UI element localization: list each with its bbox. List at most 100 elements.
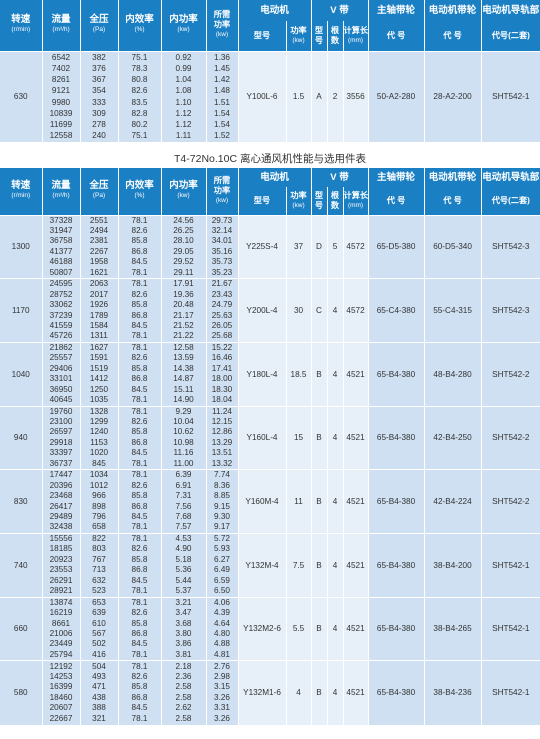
belt-count-cell: 4 [327, 405, 344, 470]
efficiency-value: 82.6 [131, 353, 148, 363]
inner-power-value: 2.62 [175, 703, 192, 713]
header-motor-model: 型号 [238, 21, 287, 51]
belt-type-cell: B [311, 469, 328, 534]
speed-group-row: 1040 21862 25557 29406 33101 36950 40645 1627 15… [0, 341, 540, 407]
inner-power-value: 2.58 [175, 682, 192, 692]
efficiency-column: 75.1 78.3 80.8 82.6 83.5 82.8 80.2 75.1 [118, 50, 162, 142]
inner-power-value: 20.48 [173, 300, 194, 310]
flow-value: 23553 [49, 565, 73, 575]
required-power-value: 13.29 [211, 437, 233, 447]
inner-power-value: 2.58 [175, 692, 192, 702]
belt-length-cell: 4521 [343, 469, 369, 534]
efficiency-value: 85.8 [131, 491, 148, 501]
flow-column: 17447 20396 23468 26417 29489 32438 [42, 469, 81, 534]
required-power-value: 4.64 [214, 618, 230, 628]
flow-value: 24595 [49, 279, 73, 289]
required-power-value: 3.31 [214, 703, 230, 713]
pressure-value: 1020 [89, 448, 109, 458]
header-main-pulley: 主轴带轮 [368, 0, 425, 21]
required-power-value: 4.80 [214, 628, 230, 638]
required-power-value: 18.04 [211, 395, 233, 405]
efficiency-column: 78.1 82.6 85.8 86.8 84.5 78.1 [118, 596, 162, 661]
pressure-value: 438 [92, 692, 106, 702]
header-belt-length: 计算长 (mm) [343, 21, 369, 51]
efficiency-value: 78.3 [131, 63, 148, 73]
pressure-column: 653 639 610 567 502 416 [80, 596, 119, 661]
pressure-value: 278 [92, 119, 106, 129]
required-power-value: 1.52 [214, 131, 230, 141]
required-power-value: 2.76 [214, 661, 230, 671]
flow-value: 8661 [51, 618, 71, 628]
inner-power-value: 5.44 [175, 575, 192, 585]
belt-length-cell: 4521 [343, 341, 369, 407]
pressure-value: 354 [92, 86, 106, 96]
pressure-value: 1250 [89, 384, 109, 394]
required-power-column: 1.36 1.45 1.42 1.48 1.51 1.54 1.54 1.52 [206, 50, 239, 142]
efficiency-value: 78.1 [131, 713, 148, 723]
pressure-value: 1328 [89, 406, 109, 416]
inner-power-value: 1.04 [175, 75, 192, 85]
header-main-pulley: 主轴带轮 [368, 168, 425, 187]
flow-value: 11699 [49, 119, 73, 129]
required-power-value: 2.98 [214, 672, 230, 682]
required-power-column: 21.67 23.43 24.79 25.63 26.05 25.68 [206, 278, 239, 343]
inner-power-value: 5.18 [175, 554, 192, 564]
inner-power-value: 21.52 [173, 320, 194, 330]
header-motor-model: 型号 [238, 187, 287, 215]
inner-power-value: 26.25 [173, 225, 194, 235]
flow-value: 45726 [49, 331, 73, 341]
motor-model-cell: Y132M2-6 [238, 596, 287, 661]
motor-model-cell: Y160M-4 [238, 469, 287, 534]
inner-power-value: 3.81 [175, 649, 192, 659]
required-power-value: 13.32 [211, 458, 233, 468]
speed-cell: 660 [0, 596, 43, 661]
pressure-value: 2551 [89, 215, 109, 225]
required-power-value: 1.36 [214, 52, 230, 62]
header-vbelt: V 带 [311, 168, 369, 187]
inner-power-value: 0.92 [175, 52, 192, 62]
belt-count-cell: 4 [327, 596, 344, 661]
required-power-value: 26.05 [211, 320, 233, 330]
belt-count-cell: 2 [327, 50, 344, 142]
pressure-column: 504 493 471 438 388 321 [80, 660, 119, 725]
header-motor: 电动机 [238, 168, 312, 187]
belt-count-cell: 4 [327, 660, 344, 725]
efficiency-value: 85.8 [131, 236, 148, 246]
inner-power-value: 7.57 [175, 522, 192, 532]
inner-power-value: 11.00 [173, 458, 194, 468]
belt-type-cell: B [311, 341, 328, 407]
flow-value: 26597 [49, 427, 73, 437]
efficiency-value: 78.1 [131, 342, 148, 352]
flow-value: 8261 [51, 75, 71, 85]
pressure-column: 822 803 767 713 632 523 [80, 532, 119, 598]
inner-power-value: 6.91 [175, 480, 192, 490]
required-power-value: 25.68 [211, 331, 233, 341]
inner-power-value: 10.62 [173, 427, 194, 437]
required-power-column: 2.76 2.98 3.15 3.26 3.31 3.26 [206, 660, 239, 725]
inner-power-column: 17.91 19.36 20.48 21.17 21.52 21.22 [161, 278, 207, 343]
inner-power-value: 28.10 [173, 236, 194, 246]
header-vbelt: V 带 [311, 0, 369, 21]
belt-length-cell: 4572 [343, 214, 369, 279]
efficiency-value: 75.1 [131, 131, 148, 141]
motor-power-cell: 37 [286, 214, 312, 279]
required-power-value: 35.16 [211, 246, 233, 256]
rail-cell: SHT542-3 [481, 278, 540, 343]
required-power-value: 29.73 [211, 215, 233, 225]
pressure-value: 803 [92, 544, 106, 554]
efficiency-value: 78.1 [131, 406, 148, 416]
required-power-value: 1.54 [214, 108, 230, 118]
flow-column: 19760 23100 26597 29918 33397 36737 [42, 405, 81, 470]
flow-value: 28752 [49, 289, 73, 299]
inner-power-column: 24.56 26.25 28.10 29.05 29.52 29.11 [161, 214, 207, 279]
header-belt-type: 型号 [311, 21, 328, 51]
pressure-column: 2063 2017 1926 1789 1584 1311 [80, 278, 119, 343]
required-power-value: 16.46 [211, 353, 233, 363]
rail-cell: SHT542-2 [481, 469, 540, 534]
flow-value: 37239 [49, 310, 73, 320]
main-pulley-cell: 65-B4-380 [368, 469, 425, 534]
pressure-value: 1035 [89, 395, 109, 405]
required-power-value: 18.00 [211, 374, 233, 384]
efficiency-value: 83.5 [131, 97, 148, 107]
required-power-value: 11.24 [212, 406, 232, 416]
